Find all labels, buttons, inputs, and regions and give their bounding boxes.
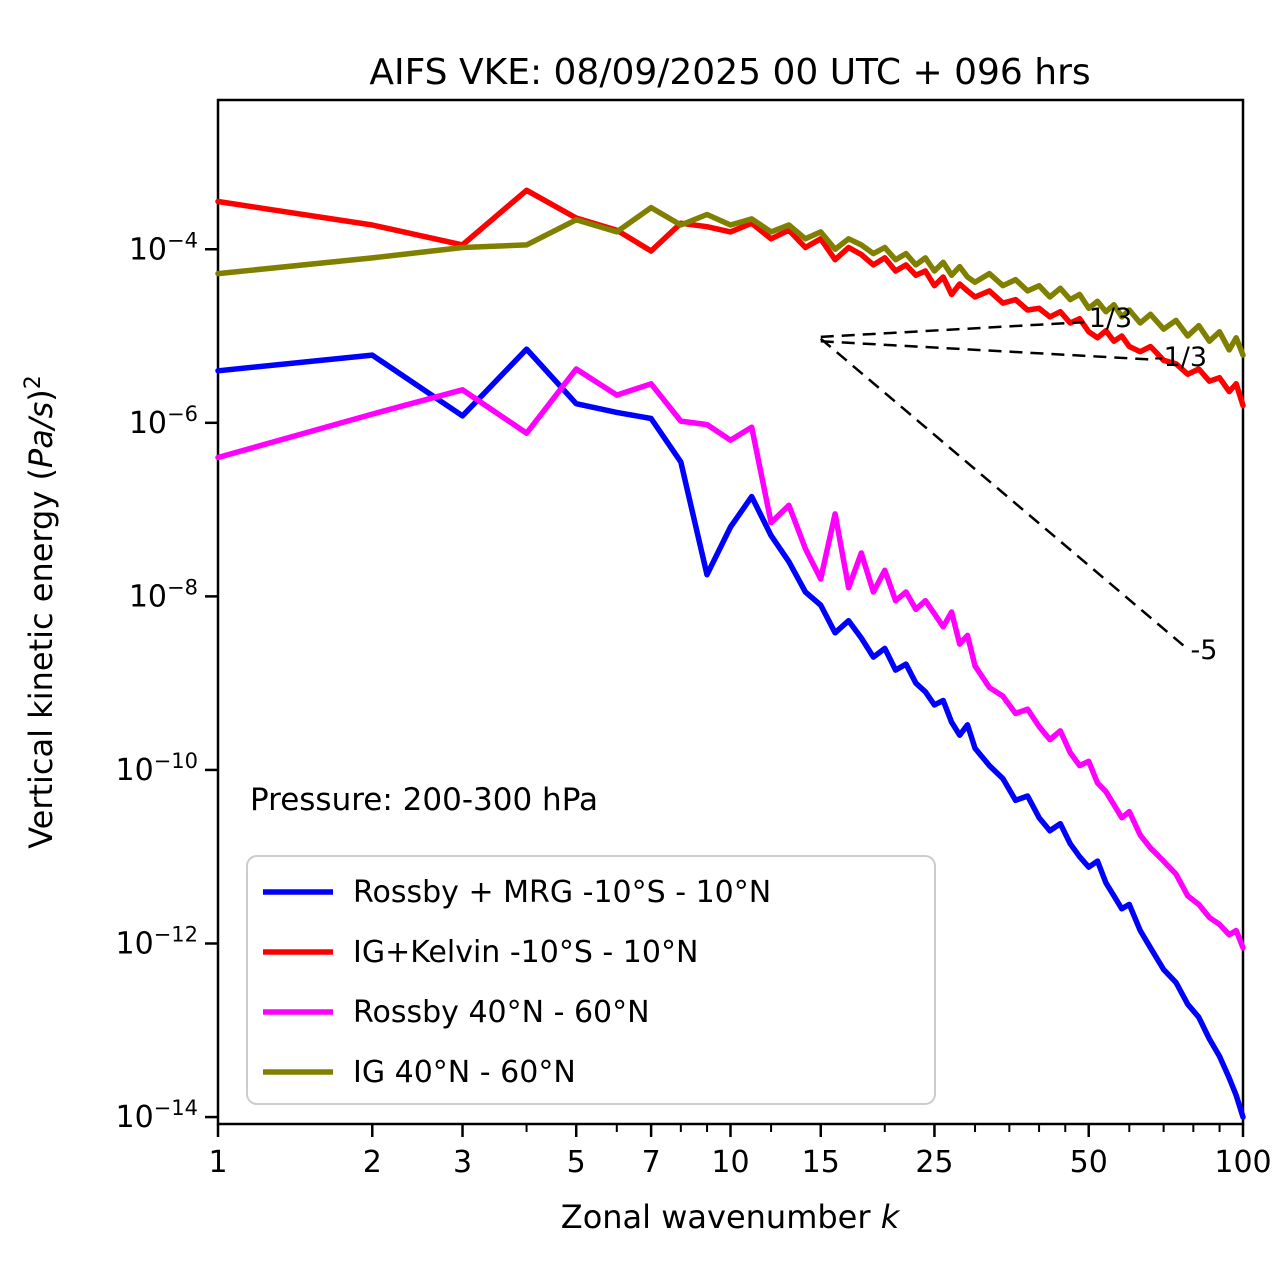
y-tick-label: 10−6 [129,402,198,441]
x-axis-ticks: 1 2 3 5 7 10 15 25 50 100 [208,1124,1272,1180]
series-line-rossby-40-n-60-n [215,366,1246,951]
legend-box [246,855,936,1105]
legend-label: IG 40°N - 60°N [353,1055,576,1090]
reference-slope-lines: 1/3 -1/3 -5 [819,303,1218,666]
x-tick-label: 7 [642,1145,661,1180]
reference-line-1-3 [820,320,1085,339]
x-tick-label: 10 [711,1145,749,1180]
y-tick-label: 10−10 [115,749,198,788]
legend-label: Rossby + MRG -10°S - 10°N [353,875,771,910]
series-line-rossby-mrg-10-s-10-n [215,346,1246,1120]
y-tick-label: 10−4 [129,228,198,267]
x-tick-label: 100 [1214,1145,1271,1180]
y-tick-label: 10−12 [115,922,198,961]
series-line-ig-40-n-60-n [215,204,1246,358]
y-axis-ticks: 10−4 10−6 10−8 10−10 10−12 10−14 [115,228,218,1135]
chart-title: AIFS VKE: 08/09/2025 00 UTC + 096 hrs [369,52,1090,93]
x-tick-label: 2 [363,1145,382,1180]
series-line-ig-kelvin-10-s-10-n [215,187,1246,409]
reference-line-label: 1/3 [1089,303,1132,334]
series-lines [215,187,1246,1120]
x-tick-label: 3 [453,1145,472,1180]
x-tick-label: 15 [802,1145,840,1180]
y-tick-label: 10−8 [129,575,198,614]
x-tick-label: 5 [567,1145,586,1180]
y-axis-label: Vertical kinetic energy (Pa/s)2 [21,375,60,849]
x-tick-label: 25 [915,1145,953,1180]
legend-label: IG+Kelvin -10°S - 10°N [353,935,698,970]
pressure-annotation: Pressure: 200-300 hPa [250,782,598,818]
x-tick-label: 1 [208,1145,227,1180]
reference-line-label: -1/3 [1154,342,1207,373]
x-axis-label: Zonal wavenumber k [561,1198,901,1236]
x-tick-label: 50 [1070,1145,1108,1180]
reference-line--5 [819,337,1186,648]
y-tick-label: 10−14 [115,1096,198,1135]
legend-label: Rossby 40°N - 60°N [353,995,650,1030]
legend: Rossby + MRG -10°S - 10°N IG+Kelvin -10°S… [246,855,936,1105]
reference-line--1-3 [820,339,1151,361]
reference-line-label: -5 [1191,635,1218,666]
